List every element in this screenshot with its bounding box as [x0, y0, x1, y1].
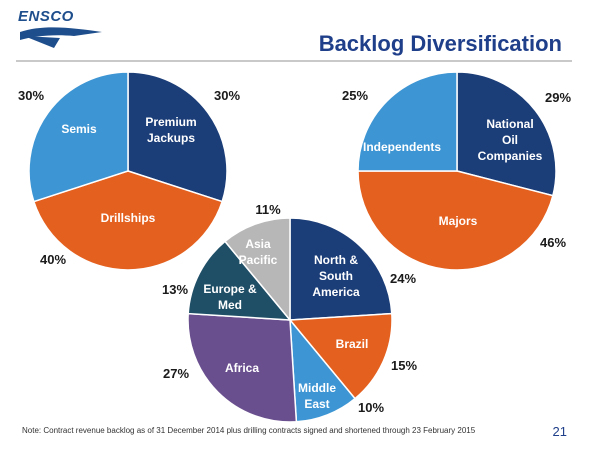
pie-slice — [32, 170, 224, 271]
pie-slice — [127, 71, 228, 203]
pie-slice — [288, 312, 393, 400]
pie-chart-3: North & South America 24% Brazil 15% Middle Eas… — [162, 202, 417, 423]
slice-label: Africa — [225, 361, 259, 375]
slice-label: Europe & Med — [203, 282, 257, 312]
percent-label: 10% — [358, 400, 384, 415]
slice-label: North & South America — [312, 253, 360, 299]
header-divider — [16, 60, 572, 62]
percent-label: 13% — [162, 282, 188, 297]
slice-label: Asia Pacific — [239, 237, 278, 267]
pie-slice — [187, 312, 298, 423]
logo-text: ENSCO — [18, 8, 74, 25]
percent-label: 29% — [545, 90, 571, 105]
percent-label: 27% — [163, 366, 189, 381]
percent-label: 11% — [255, 202, 281, 217]
page-number: 21 — [552, 424, 567, 439]
percent-label: 30% — [18, 88, 44, 103]
pie-slice — [28, 71, 129, 203]
slice-label: Semis — [61, 122, 97, 136]
percent-label: 15% — [391, 358, 417, 373]
slice-label: Drillships — [101, 211, 156, 225]
percent-label: 25% — [342, 88, 368, 103]
slice-label: Majors — [439, 214, 478, 228]
percent-label: 24% — [390, 271, 416, 286]
slice-label: Middle East — [298, 381, 336, 411]
page-title: Backlog Diversification — [318, 31, 562, 56]
pie-chart-1: Premium Jackups 30% Drillships 40% Semis 30% — [18, 71, 240, 271]
percent-label: 40% — [40, 252, 66, 267]
pie-slice — [223, 217, 291, 323]
pie-slice — [456, 71, 557, 197]
slice-label: Brazil — [336, 337, 369, 351]
ensco-logo-icon — [20, 27, 102, 48]
footnote: Note: Contract revenue backlog as of 31 … — [22, 426, 476, 435]
slice-label: Independents — [363, 140, 441, 154]
pie-slice — [357, 170, 554, 271]
pie-slice — [187, 240, 292, 321]
slice-label: National Oil Companies — [478, 117, 543, 163]
pie-slice — [357, 71, 458, 172]
percent-label: 30% — [214, 88, 240, 103]
percent-label: 46% — [540, 235, 566, 250]
slice-label: Premium Jackups — [145, 115, 196, 145]
pie-slice — [289, 217, 393, 321]
